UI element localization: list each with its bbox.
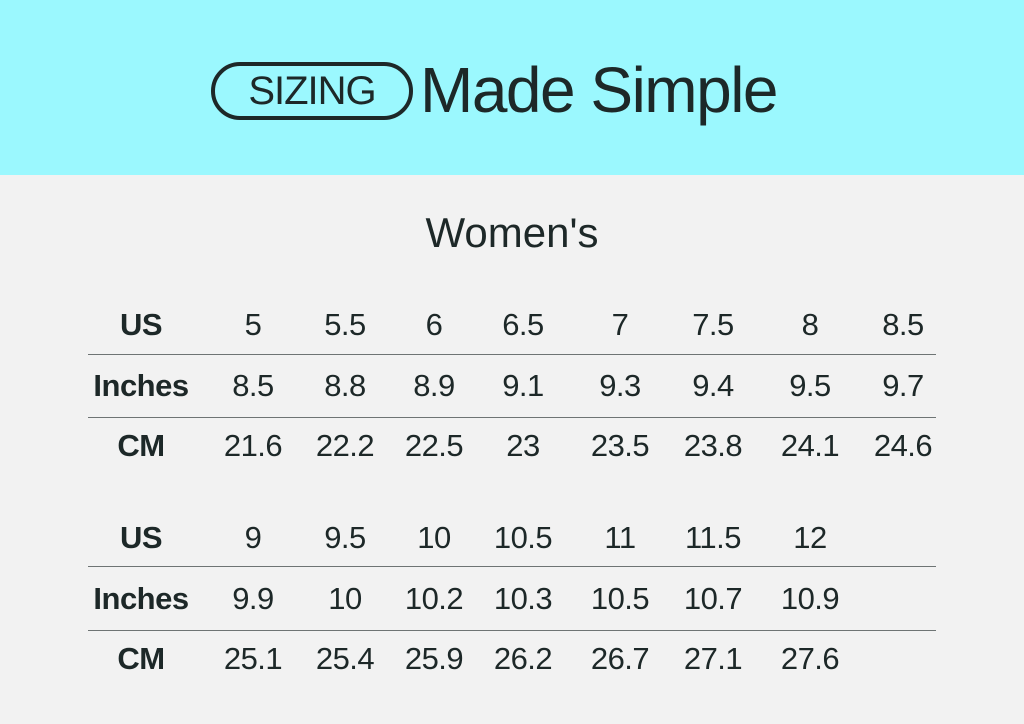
size-cell: 7.5 bbox=[692, 307, 734, 342]
size-cell: 9.5 bbox=[789, 368, 831, 403]
size-cell: 10.2 bbox=[404, 581, 464, 616]
size-cell: 11.5 bbox=[684, 520, 742, 555]
size-cell: 24.1 bbox=[780, 428, 840, 463]
size-cell: 10.3 bbox=[493, 581, 553, 616]
size-cell: 23.5 bbox=[590, 428, 650, 463]
size-cell: 9 bbox=[244, 520, 262, 555]
row-label: US bbox=[119, 307, 163, 342]
row-divider bbox=[88, 566, 936, 567]
size-cell: 9.7 bbox=[882, 368, 924, 403]
row-label: CM bbox=[117, 641, 165, 676]
size-cell: 8 bbox=[801, 307, 819, 342]
size-cell: 26.2 bbox=[493, 641, 553, 676]
size-cell: 10.5 bbox=[590, 581, 650, 616]
size-cell: 25.1 bbox=[223, 641, 283, 676]
row-divider bbox=[88, 417, 936, 418]
size-cell: 9.5 bbox=[324, 520, 366, 555]
size-cell: 9.9 bbox=[232, 581, 274, 616]
header-banner: SIZING Made Simple bbox=[0, 0, 1024, 175]
row-label: Inches bbox=[93, 581, 189, 616]
size-cell: 6 bbox=[425, 307, 443, 342]
size-cell: 10 bbox=[328, 581, 362, 616]
size-cell: 25.4 bbox=[315, 641, 375, 676]
size-cell: 7 bbox=[611, 307, 629, 342]
size-cell: 10.7 bbox=[683, 581, 743, 616]
size-cell: 9.1 bbox=[502, 368, 544, 403]
size-cell: 23 bbox=[506, 428, 540, 463]
size-cell: 21.6 bbox=[223, 428, 283, 463]
sizing-badge: SIZING bbox=[211, 62, 413, 120]
size-cell: 26.7 bbox=[590, 641, 650, 676]
size-cell: 23.8 bbox=[683, 428, 743, 463]
row-label: US bbox=[119, 520, 163, 555]
size-cell: 8.5 bbox=[232, 368, 274, 403]
row-label: Inches bbox=[93, 368, 189, 403]
size-cell: 6.5 bbox=[502, 307, 544, 342]
row-label: CM bbox=[117, 428, 165, 463]
size-cell: 12 bbox=[793, 520, 827, 555]
size-cell: 10.5 bbox=[493, 520, 553, 555]
size-cell: 25.9 bbox=[404, 641, 464, 676]
size-cell: 9.4 bbox=[692, 368, 734, 403]
row-divider bbox=[88, 354, 936, 355]
size-cell: 22.2 bbox=[315, 428, 375, 463]
size-cell: 27.6 bbox=[780, 641, 840, 676]
tagline: Made Simple bbox=[420, 54, 779, 126]
size-cell: 11 bbox=[604, 520, 636, 555]
size-cell: 5.5 bbox=[324, 307, 366, 342]
size-cell: 22.5 bbox=[404, 428, 464, 463]
size-cell: 5 bbox=[244, 307, 262, 342]
size-cell: 27.1 bbox=[683, 641, 743, 676]
size-cell: 9.3 bbox=[599, 368, 641, 403]
size-cell: 10 bbox=[417, 520, 451, 555]
size-cell: 24.6 bbox=[873, 428, 933, 463]
size-cell: 10.9 bbox=[780, 581, 840, 616]
size-cell: 8.5 bbox=[882, 307, 924, 342]
page-title: Women's bbox=[425, 209, 599, 256]
row-divider bbox=[88, 630, 936, 631]
size-cell: 8.9 bbox=[413, 368, 455, 403]
size-cell: 8.8 bbox=[324, 368, 366, 403]
